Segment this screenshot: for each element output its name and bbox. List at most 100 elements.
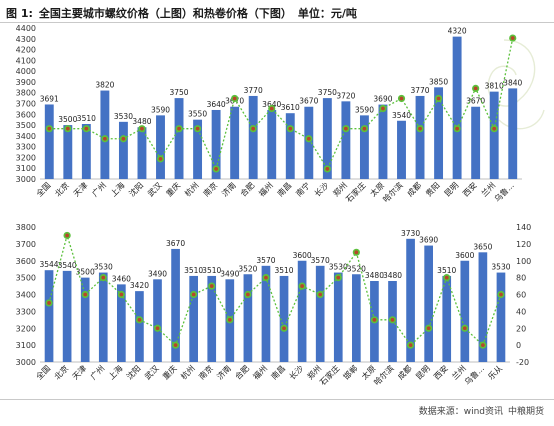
bar-value-label: 3691 bbox=[40, 94, 59, 103]
bar-value-label: 3520 bbox=[347, 264, 366, 273]
bar bbox=[267, 109, 277, 179]
bar bbox=[62, 270, 72, 362]
change-point bbox=[137, 317, 142, 322]
bar-value-label: 3570 bbox=[311, 256, 330, 265]
y-tick-label: 3600 bbox=[16, 110, 36, 119]
bar-value-label: 3480 bbox=[383, 271, 402, 280]
bar bbox=[189, 275, 198, 362]
change-point bbox=[288, 126, 293, 131]
bar bbox=[261, 265, 271, 362]
change-point bbox=[362, 126, 367, 131]
bar bbox=[434, 87, 444, 179]
change-point bbox=[84, 126, 89, 131]
change-point bbox=[158, 156, 163, 161]
bar-value-label: 3850 bbox=[429, 77, 448, 86]
bar bbox=[137, 127, 147, 179]
x-tick-label: 长沙 bbox=[312, 180, 330, 198]
change-point bbox=[47, 126, 52, 131]
x-tick-label: 上海 bbox=[108, 180, 126, 198]
x-tick-label: 昆明 bbox=[443, 181, 461, 199]
x-tick-label: 广州 bbox=[88, 363, 106, 381]
y2-tick-label: 20 bbox=[516, 324, 526, 333]
y-tick-label: 3700 bbox=[16, 240, 36, 249]
x-tick-label: 天津 bbox=[70, 363, 88, 381]
y-tick-label: 3300 bbox=[16, 307, 36, 316]
change-point bbox=[492, 126, 497, 131]
change-point bbox=[65, 126, 70, 131]
bar-value-label: 3600 bbox=[293, 251, 312, 260]
figure-number: 图 1: bbox=[6, 7, 33, 20]
x-tick-label: 武汉 bbox=[142, 363, 160, 381]
y-tick-label: 4100 bbox=[16, 56, 36, 65]
change-point bbox=[418, 126, 422, 131]
change-point bbox=[227, 317, 232, 322]
x-tick-label: 杭州 bbox=[182, 180, 200, 198]
bar-value-label: 3590 bbox=[355, 105, 374, 114]
bar-value-label: 3460 bbox=[112, 274, 131, 283]
bar bbox=[174, 98, 184, 179]
bar-value-label: 3530 bbox=[94, 263, 113, 272]
y-tick-label: 3800 bbox=[16, 89, 36, 98]
bar-value-label: 3730 bbox=[401, 229, 420, 238]
x-tick-label: 哈尔滨 bbox=[381, 180, 405, 204]
x-tick-label: 上海 bbox=[106, 363, 124, 381]
bar-value-label: 3690 bbox=[419, 236, 438, 245]
x-tick-label: 全国 bbox=[34, 180, 52, 198]
x-tick-label: 南昌 bbox=[275, 180, 293, 198]
y-tick-label: 4200 bbox=[16, 46, 36, 55]
change-point bbox=[381, 106, 385, 111]
change-point bbox=[455, 126, 460, 131]
change-point bbox=[155, 326, 160, 331]
x-tick-label: 北京 bbox=[52, 363, 70, 381]
bar-value-label: 3480 bbox=[132, 117, 151, 126]
x-tick-label: 合肥 bbox=[233, 363, 251, 381]
change-point bbox=[191, 292, 196, 297]
bar bbox=[478, 252, 488, 362]
bar bbox=[117, 284, 126, 362]
source-divider bbox=[0, 399, 554, 400]
change-point bbox=[499, 292, 503, 297]
y2-tick-label: 40 bbox=[516, 307, 526, 316]
change-point bbox=[264, 275, 268, 280]
bar-value-label: 3750 bbox=[318, 88, 337, 97]
y-tick-label: 3100 bbox=[16, 164, 36, 173]
x-tick-label: 南京 bbox=[201, 180, 219, 198]
bar bbox=[359, 115, 369, 179]
bar bbox=[100, 90, 110, 179]
bar bbox=[397, 120, 406, 179]
bar-value-label: 3544 bbox=[39, 260, 58, 269]
hot-rolled-coil-price-chart: 3000 3100 3200 3300 3400 3500 3600 3700 3800 -20 0… bbox=[16, 223, 532, 387]
bar-value-label: 3720 bbox=[336, 91, 355, 100]
x-tick-label: 济南 bbox=[219, 180, 237, 198]
change-point bbox=[480, 343, 485, 348]
x-tick-label: 乌鲁... bbox=[492, 180, 516, 204]
y-tick-label: 3500 bbox=[16, 121, 36, 130]
change-point bbox=[354, 250, 359, 255]
figure-title: 图 1: 全国主要城市螺纹价格（上图）和热卷价格（下图） 单位：元/吨 bbox=[6, 5, 548, 21]
y2-tick-label: -20 bbox=[516, 358, 529, 367]
change-point bbox=[325, 167, 330, 171]
y-tick-label: 3300 bbox=[16, 143, 36, 152]
change-point bbox=[209, 284, 214, 288]
change-point bbox=[245, 292, 250, 297]
bar-value-label: 3540 bbox=[392, 111, 411, 120]
y-tick-label: 4400 bbox=[16, 24, 36, 33]
bar-value-label: 3770 bbox=[410, 86, 429, 95]
bar-value-label: 3530 bbox=[114, 112, 133, 121]
x-tick-label: 乐从 bbox=[486, 363, 504, 381]
y-tick-label: 3200 bbox=[16, 153, 36, 162]
x-tick-label: 武汉 bbox=[145, 180, 163, 198]
change-point bbox=[462, 326, 467, 331]
change-point bbox=[119, 292, 124, 297]
change-point bbox=[101, 275, 106, 280]
bar bbox=[304, 106, 314, 179]
bar-value-label: 3480 bbox=[365, 271, 384, 280]
bar-value-label: 3810 bbox=[485, 82, 504, 91]
bar-value-label: 3510 bbox=[437, 266, 456, 275]
x-tick-label: 全国 bbox=[34, 363, 52, 381]
bar bbox=[341, 101, 351, 179]
y-tick-label: 3200 bbox=[16, 324, 36, 333]
bar bbox=[442, 275, 452, 362]
bar-value-label: 3820 bbox=[95, 81, 114, 90]
x-tick-label: 沈阳 bbox=[127, 180, 145, 198]
